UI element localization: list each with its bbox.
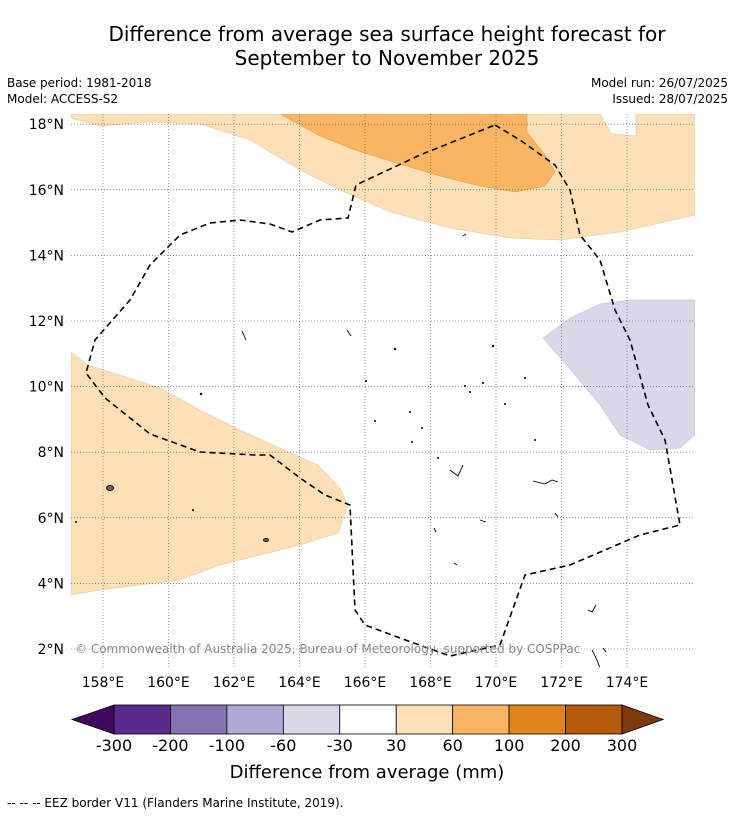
meta-left: Base period: 1981-2018 Model: ACCESS-S2: [7, 75, 152, 107]
copyright-notice: © Commonwealth of Australia 2025, Bureau…: [75, 642, 580, 656]
anomaly-region-east-neg30-neg60: [542, 299, 695, 451]
colorbar-tick: -30: [327, 736, 353, 755]
anomaly-region-north-60-100: [279, 114, 556, 193]
lat-label: 18°N: [29, 117, 64, 133]
map-panel: © Commonwealth of Australia 2025, Bureau…: [29, 114, 695, 691]
colorbar-tick: 200: [550, 736, 581, 755]
map-title: Difference from average sea surface heig…: [0, 22, 736, 70]
colorbar-segment: [226, 704, 284, 735]
model-run: Model run: 26/07/2025: [590, 76, 728, 90]
base-period: Base period: 1981-2018: [7, 76, 152, 90]
islands: [74, 233, 607, 667]
colorbar-tick: 300: [607, 736, 638, 755]
longitude-labels: 158°E 160°E 162°E 164°E 166°E 168°E 170°E 172°E…: [82, 675, 649, 691]
graticule: [71, 114, 695, 667]
colorbar-segment: [508, 704, 566, 735]
latitude-labels: 2°N 4°N 6°N 8°N 10°N 12°N 14°N 16°N 18°N: [29, 117, 64, 658]
anomaly-region-north-30-60: [71, 114, 695, 241]
colorbar-tick: 100: [494, 736, 525, 755]
lon-label: 158°E: [82, 675, 125, 691]
colorbar-segment: [113, 704, 171, 735]
issued-date: Issued: 28/07/2025: [612, 92, 728, 106]
title-line-2: September to November 2025: [234, 46, 540, 70]
colorbar-segment: [395, 704, 454, 735]
lat-label: 10°N: [29, 380, 64, 396]
colorbar-tick: 60: [442, 736, 462, 755]
lat-label: 12°N: [29, 314, 64, 330]
lon-label: 162°E: [213, 675, 256, 691]
meta-right: Model run: 26/07/2025 Issued: 28/07/2025: [591, 75, 728, 107]
lon-label: 160°E: [147, 675, 190, 691]
lon-label: 174°E: [606, 675, 649, 691]
colorbar-tick: -100: [209, 736, 245, 755]
colorbar-extend-low: [70, 704, 115, 735]
colorbar-extend-high: [621, 704, 665, 735]
lat-label: 2°N: [38, 642, 64, 658]
eez-footnote: -- -- -- EEZ border V11 (Flanders Marine…: [7, 796, 344, 810]
lon-label: 166°E: [344, 675, 387, 691]
lon-label: 172°E: [540, 675, 583, 691]
colorbar-segment: [282, 704, 341, 735]
colorbar-segment: [339, 704, 397, 735]
map-area: © Commonwealth of Australia 2025, Bureau…: [71, 114, 695, 667]
colorbar-segment: [452, 704, 510, 735]
lat-label: 4°N: [38, 576, 64, 592]
eez-border: [85, 124, 681, 657]
colorbar-title: Difference from average (mm): [230, 762, 505, 783]
colorbar-tick: 30: [386, 736, 406, 755]
colorbar-tick: -60: [270, 736, 296, 755]
lon-label: 168°E: [409, 675, 452, 691]
lat-label: 16°N: [29, 183, 64, 199]
lon-label: 164°E: [278, 675, 321, 691]
lat-label: 6°N: [38, 511, 64, 527]
colorbar-tick-labels: -300 -200 -100 -60 -30 30 60 100 200 300: [96, 736, 637, 755]
model-name: Model: ACCESS-S2: [7, 92, 119, 106]
lon-label: 170°E: [475, 675, 518, 691]
lat-label: 14°N: [29, 248, 64, 264]
lat-label: 8°N: [38, 445, 64, 461]
colorbar-tick: -300: [96, 736, 132, 755]
colorbar-tick: -200: [152, 736, 188, 755]
colorbar-segments: [70, 704, 665, 735]
colorbar-segment: [565, 704, 623, 735]
colorbar-segment: [170, 704, 228, 735]
title-line-1: Difference from average sea surface heig…: [108, 22, 666, 46]
